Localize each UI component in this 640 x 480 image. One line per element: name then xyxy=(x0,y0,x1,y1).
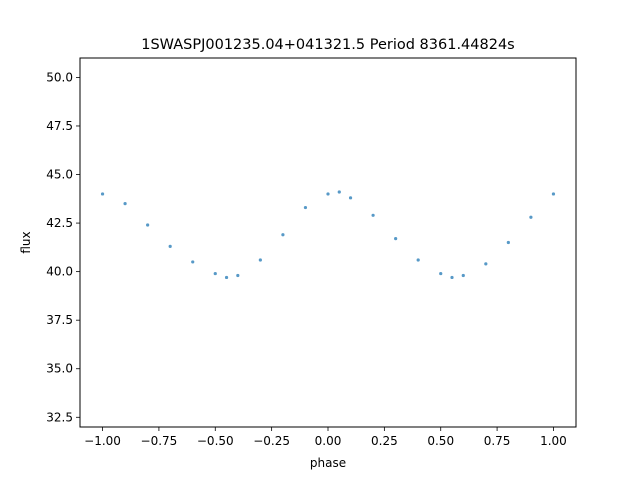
y-tick-label: 45.0 xyxy=(46,168,73,182)
x-tick-label: −0.50 xyxy=(197,434,234,448)
chart-title: 1SWASPJ001235.04+041321.5 Period 8361.44… xyxy=(141,37,515,53)
y-axis-label: flux xyxy=(19,231,33,253)
x-tick-label: −0.75 xyxy=(141,434,178,448)
y-tick-label: 40.0 xyxy=(46,265,73,279)
y-axis: 32.5 35.0 37.5 40.0 42.5 45.0 47.5 50.0 xyxy=(46,70,80,424)
x-tick-label: 0.25 xyxy=(371,434,398,448)
data-point xyxy=(303,205,308,210)
x-tick-label: 0.50 xyxy=(427,434,454,448)
data-point xyxy=(100,192,105,196)
data-point xyxy=(258,258,262,262)
data-point xyxy=(326,192,330,196)
data-point xyxy=(394,237,398,241)
data-point xyxy=(551,192,556,196)
x-axis: −1.00 −0.75 −0.50 −0.25 0.00 0.25 0.50 0.75 1.00 xyxy=(84,427,567,448)
y-tick-label: 32.5 xyxy=(46,410,73,424)
data-point xyxy=(506,240,510,245)
scatter-points xyxy=(100,190,556,280)
y-tick-label: 47.5 xyxy=(46,119,73,133)
x-tick-label: 1.00 xyxy=(540,434,567,448)
data-point xyxy=(168,244,172,248)
x-tick-label: −1.00 xyxy=(84,434,121,448)
data-point xyxy=(191,260,195,264)
data-point xyxy=(123,202,127,206)
data-point xyxy=(484,262,488,266)
data-point xyxy=(439,271,443,276)
y-tick-label: 35.0 xyxy=(46,362,73,376)
data-point xyxy=(371,213,375,217)
x-tick-label: −0.25 xyxy=(253,434,290,448)
x-tick-label: 0.00 xyxy=(315,434,342,448)
data-point xyxy=(281,233,285,237)
y-tick-label: 37.5 xyxy=(46,313,73,327)
data-point xyxy=(348,196,353,200)
y-tick-label: 42.5 xyxy=(46,216,73,230)
data-point xyxy=(461,273,465,278)
data-point xyxy=(213,271,217,276)
data-point xyxy=(450,275,454,280)
x-axis-label: phase xyxy=(310,456,346,470)
data-point xyxy=(337,190,341,194)
data-point xyxy=(416,258,420,262)
data-point xyxy=(224,275,229,280)
data-point xyxy=(146,223,150,227)
y-tick-label: 50.0 xyxy=(46,70,73,84)
data-point xyxy=(236,273,240,278)
x-tick-label: 0.75 xyxy=(484,434,511,448)
data-point xyxy=(529,215,533,219)
